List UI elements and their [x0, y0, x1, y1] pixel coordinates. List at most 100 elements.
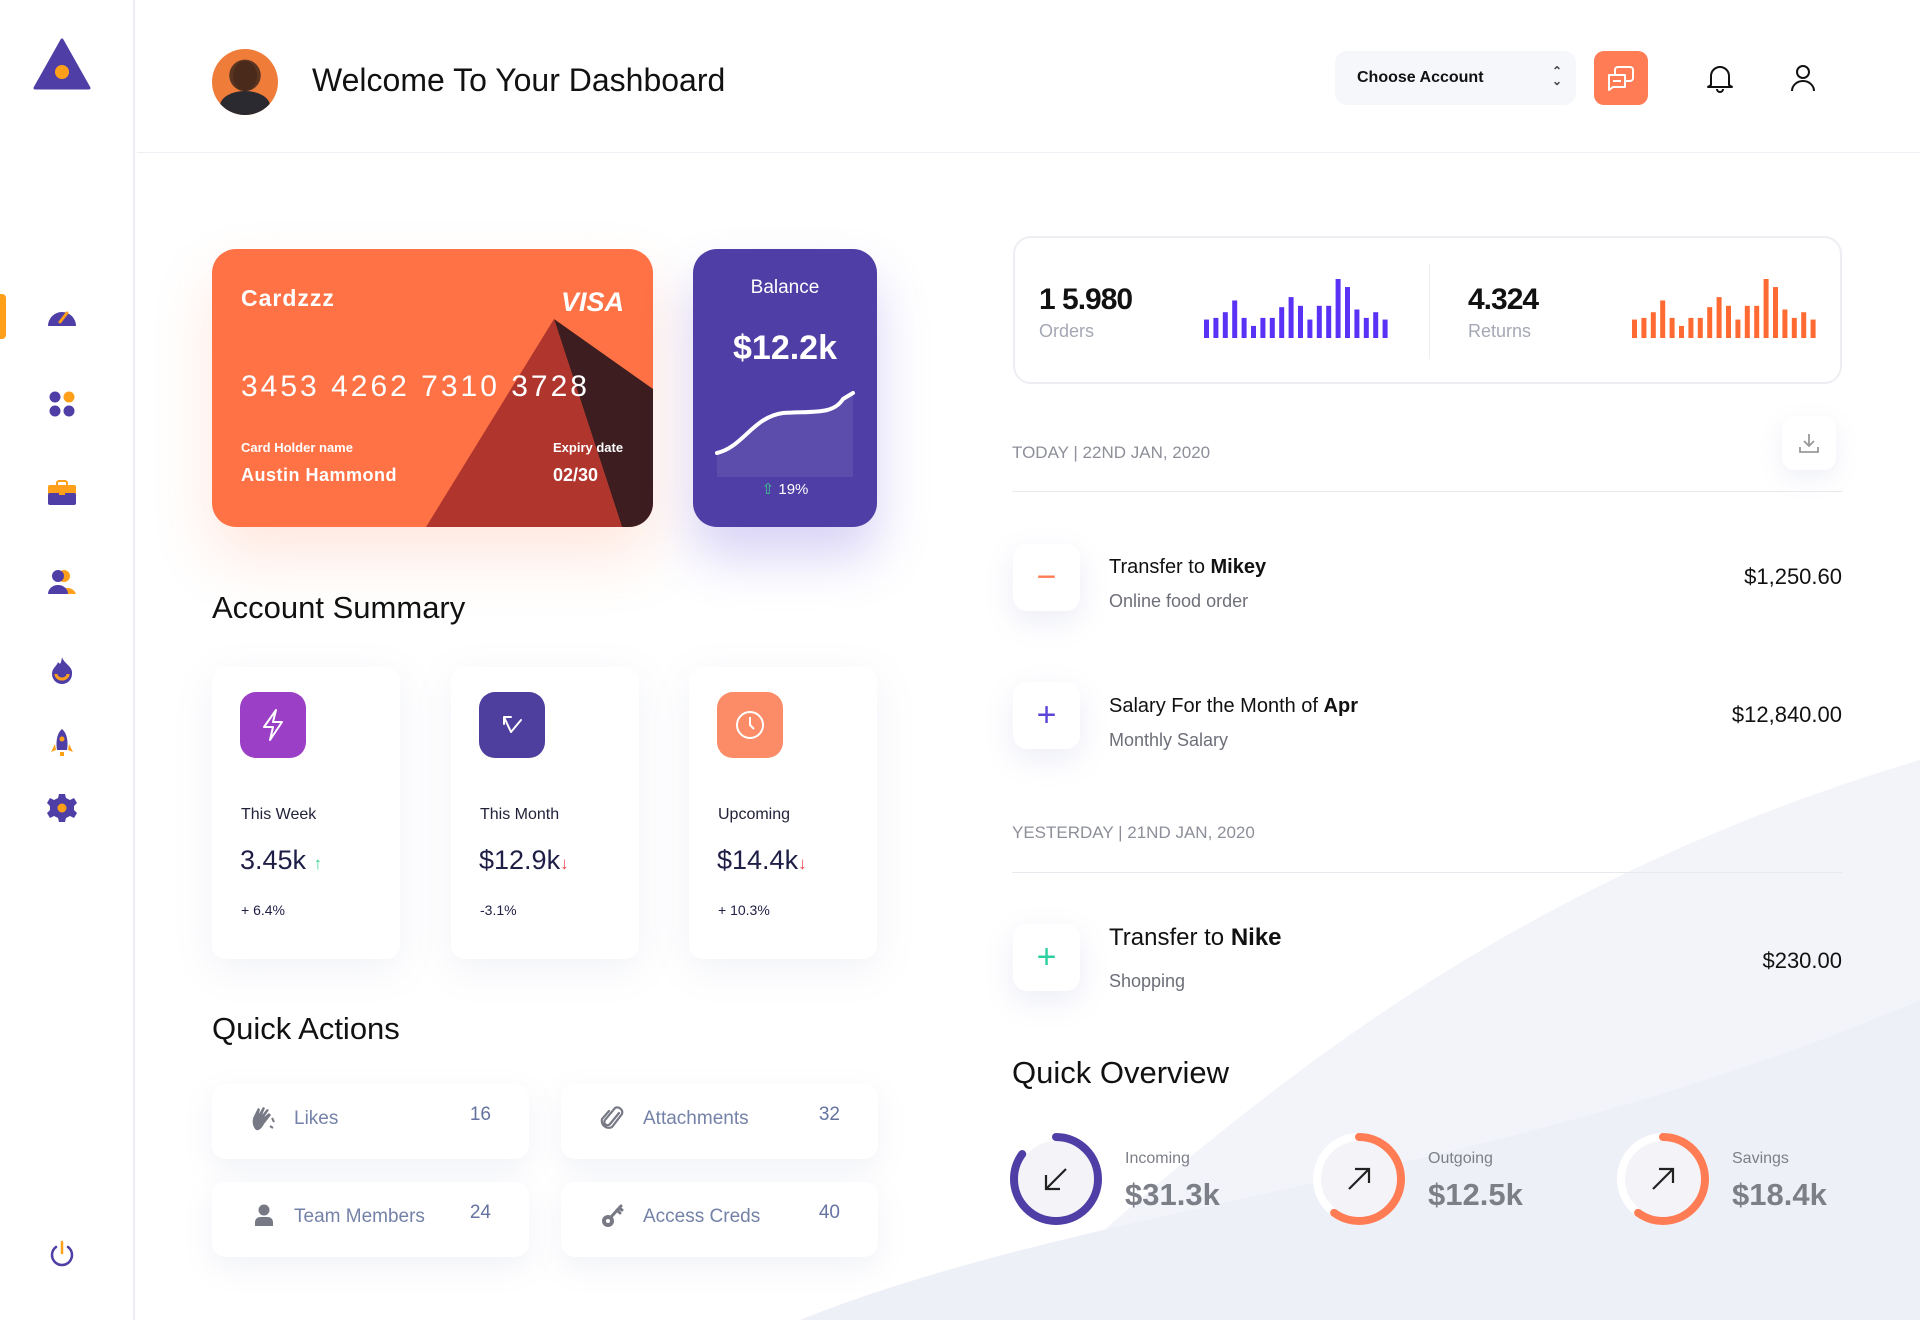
title-prefix: Transfer to	[1109, 924, 1231, 951]
transaction-amount: $230.00	[1762, 948, 1842, 973]
orders-value: 1 5.980	[1039, 283, 1133, 316]
bar	[1726, 305, 1731, 338]
quick-action-count: 16	[469, 1104, 491, 1125]
account-select[interactable]: Choose Account ⌃ ⌄	[1335, 51, 1576, 105]
summary-card-this-week[interactable]: This Week 3.45k ↑ + 6.4%	[212, 667, 400, 959]
overview-value: $12.5k	[1428, 1177, 1523, 1212]
bar	[1641, 317, 1647, 338]
overview-value: $18.4k	[1732, 1177, 1827, 1212]
quick-action-label: Access Creds	[643, 1206, 761, 1227]
quick-action-count: 32	[818, 1104, 840, 1125]
bar	[1632, 319, 1637, 338]
bar	[1679, 325, 1684, 338]
bar	[1232, 300, 1238, 338]
sidebar-item-trending[interactable]	[44, 652, 80, 688]
bar	[1773, 287, 1778, 338]
gear-icon	[47, 794, 77, 822]
trend-down-icon: ↓	[798, 854, 807, 873]
quick-action-attachments[interactable]: Attachments 32	[561, 1084, 878, 1159]
transaction-amount: $1,250.60	[1744, 564, 1842, 589]
divider	[1012, 872, 1842, 873]
summary-card-this-month[interactable]: This Month $12.9k↓ -3.1%	[451, 667, 639, 959]
quick-action-team-members[interactable]: Team Members 24	[212, 1182, 529, 1257]
messages-button[interactable]	[1594, 51, 1648, 105]
debit-icon: −	[1013, 544, 1080, 611]
transaction-title[interactable]: Transfer to Mikey	[1109, 556, 1266, 579]
summary-change: + 10.3%	[718, 902, 770, 918]
logout-button[interactable]	[44, 1236, 80, 1272]
arrow-up-left-icon	[479, 692, 545, 758]
summary-value: 3.45k ↑	[240, 845, 322, 876]
summary-card-upcoming[interactable]: Upcoming $14.4k↓ + 10.3%	[689, 667, 877, 959]
overview-label: Outgoing	[1428, 1150, 1493, 1167]
quick-action-label: Attachments	[643, 1108, 749, 1129]
chevron-updown-icon: ⌃ ⌄	[1551, 64, 1562, 88]
overview-label: Incoming	[1125, 1150, 1190, 1167]
sidebar	[0, 0, 135, 1320]
user-icon	[255, 1204, 273, 1226]
user-icon	[1791, 65, 1815, 92]
bar	[1650, 312, 1656, 338]
divider	[1012, 491, 1842, 492]
bar	[1251, 325, 1256, 338]
sidebar-item-users[interactable]	[44, 564, 80, 600]
expiry-label: Expiry date	[553, 440, 624, 455]
bar	[1382, 319, 1388, 338]
bar	[1688, 317, 1694, 338]
plus-icon: +	[1036, 696, 1057, 734]
profile-button[interactable]	[1785, 60, 1821, 96]
bar	[1288, 297, 1294, 338]
sidebar-item-dashboard[interactable]	[44, 298, 80, 334]
flame-icon	[52, 657, 73, 684]
title-bold: Nike	[1230, 924, 1282, 951]
bar	[1316, 305, 1322, 338]
active-indicator	[0, 294, 6, 339]
bar	[1345, 287, 1350, 338]
quick-action-likes[interactable]: Likes 16	[212, 1084, 529, 1159]
credit-card[interactable]: Cardzzz VISA 3453 4262 7310 3728 Card Ho…	[212, 249, 653, 527]
quick-action-label: Team Members	[294, 1206, 425, 1227]
sidebar-item-settings[interactable]	[44, 790, 80, 826]
avatar[interactable]	[212, 49, 278, 115]
bar	[1782, 309, 1788, 338]
bar	[1801, 312, 1807, 338]
summary-value: $12.9k↓	[479, 845, 569, 876]
title-prefix: Transfer to	[1109, 556, 1211, 578]
power-icon	[50, 1240, 74, 1267]
credit-icon: +	[1013, 924, 1080, 991]
transaction-title[interactable]: Transfer to Nike	[1109, 924, 1282, 952]
bar	[1204, 319, 1209, 338]
transaction-amount: $12,840.00	[1731, 702, 1842, 727]
briefcase-icon	[48, 480, 76, 505]
card-holder: Austin Hammond	[241, 465, 398, 485]
summary-label: This Week	[241, 806, 317, 823]
bar	[1354, 309, 1360, 338]
arrow-up-right-icon	[1652, 1167, 1675, 1190]
bar	[1763, 279, 1769, 338]
transaction-subtitle: Shopping	[1109, 971, 1186, 991]
logo-icon	[33, 38, 91, 90]
balance-change-value: 19%	[778, 481, 809, 498]
users-icon	[48, 570, 76, 594]
bar	[1810, 319, 1816, 338]
up-arrow-icon: ⇧	[761, 481, 775, 498]
bar	[1373, 312, 1379, 338]
quick-action-label: Likes	[294, 1108, 339, 1129]
transaction-title[interactable]: Salary For the Month of Apr	[1109, 695, 1358, 718]
quick-action-access-creds[interactable]: Access Creds 40	[561, 1182, 878, 1257]
notifications-button[interactable]	[1702, 60, 1738, 96]
ring-progress	[1617, 1133, 1709, 1225]
sidebar-item-portfolio[interactable]	[44, 475, 80, 511]
sidebar-item-launch[interactable]	[44, 725, 80, 761]
download-button[interactable]	[1782, 416, 1836, 470]
title-bold: Mikey	[1210, 556, 1267, 578]
overview-ring-2	[1617, 1133, 1709, 1225]
lightning-icon	[240, 692, 306, 758]
orders-label: Orders	[1039, 321, 1095, 341]
rocket-icon	[51, 729, 73, 756]
sidebar-item-apps[interactable]	[44, 386, 80, 422]
summary-label: This Month	[480, 806, 560, 823]
ring-progress	[1313, 1133, 1405, 1225]
chat-icon	[1608, 66, 1634, 91]
balance-card[interactable]: Balance $12.2k ⇧ 19%	[693, 249, 877, 527]
